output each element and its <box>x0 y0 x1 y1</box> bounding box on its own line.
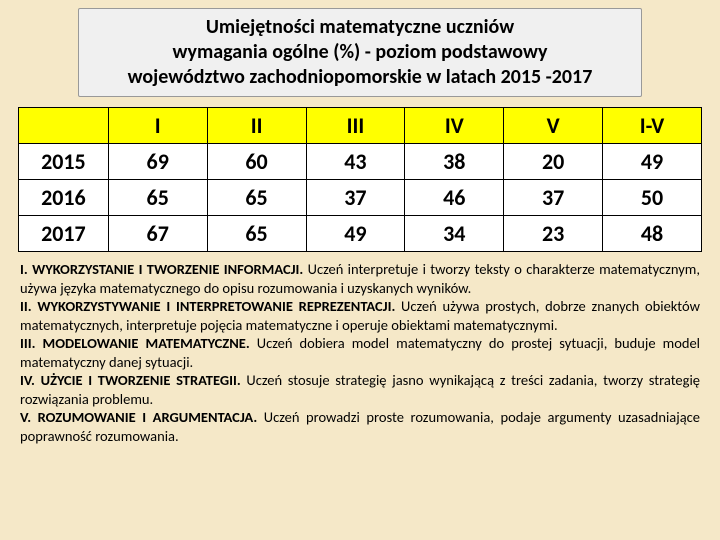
table-cell: 20 <box>504 144 603 180</box>
table-cell: 46 <box>405 180 504 216</box>
table-cell: 60 <box>207 144 306 180</box>
table-cell: 43 <box>306 144 405 180</box>
table-cell: 65 <box>207 180 306 216</box>
desc-item: II. WYKORZYSTYWANIE I INTERPRETOWANIE RE… <box>20 297 700 334</box>
table-header-cell <box>19 108 109 144</box>
table-row: 2015 69 60 43 38 20 49 <box>19 144 702 180</box>
table-cell: 67 <box>108 216 207 252</box>
table-cell-year: 2015 <box>19 144 109 180</box>
table-cell: 38 <box>405 144 504 180</box>
desc-lead: IV. UŻYCIE I TWORZENIE STRATEGII. <box>20 371 241 389</box>
table-cell: 49 <box>603 144 702 180</box>
table-cell: 23 <box>504 216 603 252</box>
table-cell-year: 2016 <box>19 180 109 216</box>
page-container: Umiejętności matematyczne uczniów wymaga… <box>0 0 720 540</box>
table-row: 2017 67 65 49 34 23 48 <box>19 216 702 252</box>
title-line-3: województwo zachodniopomorskie w latach … <box>128 65 593 89</box>
table-header-cell: V <box>504 108 603 144</box>
table-cell: 65 <box>207 216 306 252</box>
table-cell-year: 2017 <box>19 216 109 252</box>
table-cell: 34 <box>405 216 504 252</box>
table-header-cell: III <box>306 108 405 144</box>
table-cell: 37 <box>306 180 405 216</box>
descriptions-block: I. WYKORZYSTANIE I TWORZENIE INFORMACJI.… <box>18 260 702 445</box>
desc-lead: II. WYKORZYSTYWANIE I INTERPRETOWANIE RE… <box>20 297 395 315</box>
table-header-cell: II <box>207 108 306 144</box>
desc-item: III. MODELOWANIE MATEMATYCZNE. Uczeń dob… <box>20 334 700 371</box>
table-header-cell: I <box>108 108 207 144</box>
desc-lead: III. MODELOWANIE MATEMATYCZNE. <box>20 334 250 352</box>
table-cell: 49 <box>306 216 405 252</box>
table-cell: 48 <box>603 216 702 252</box>
data-table: I II III IV V I-V 2015 69 60 43 38 20 49… <box>18 107 702 252</box>
table-header-row: I II III IV V I-V <box>19 108 702 144</box>
desc-item: IV. UŻYCIE I TWORZENIE STRATEGII. Uczeń … <box>20 371 700 408</box>
desc-item: I. WYKORZYSTANIE I TWORZENIE INFORMACJI.… <box>20 260 700 297</box>
title-line-1: Umiejętności matematyczne uczniów <box>206 15 514 39</box>
table-cell: 69 <box>108 144 207 180</box>
table-cell: 37 <box>504 180 603 216</box>
table-row: 2016 65 65 37 46 37 50 <box>19 180 702 216</box>
title-box: Umiejętności matematyczne uczniów wymaga… <box>78 8 642 97</box>
table-header-cell: IV <box>405 108 504 144</box>
title-line-2: wymagania ogólne (%) - poziom podstawowy <box>172 40 547 64</box>
table-cell: 50 <box>603 180 702 216</box>
desc-lead: I. WYKORZYSTANIE I TWORZENIE INFORMACJI. <box>20 260 303 278</box>
table-header-cell: I-V <box>603 108 702 144</box>
desc-lead: V. ROZUMOWANIE I ARGUMENTACJA. <box>20 408 257 426</box>
desc-item: V. ROZUMOWANIE I ARGUMENTACJA. Uczeń pro… <box>20 408 700 445</box>
table-cell: 65 <box>108 180 207 216</box>
